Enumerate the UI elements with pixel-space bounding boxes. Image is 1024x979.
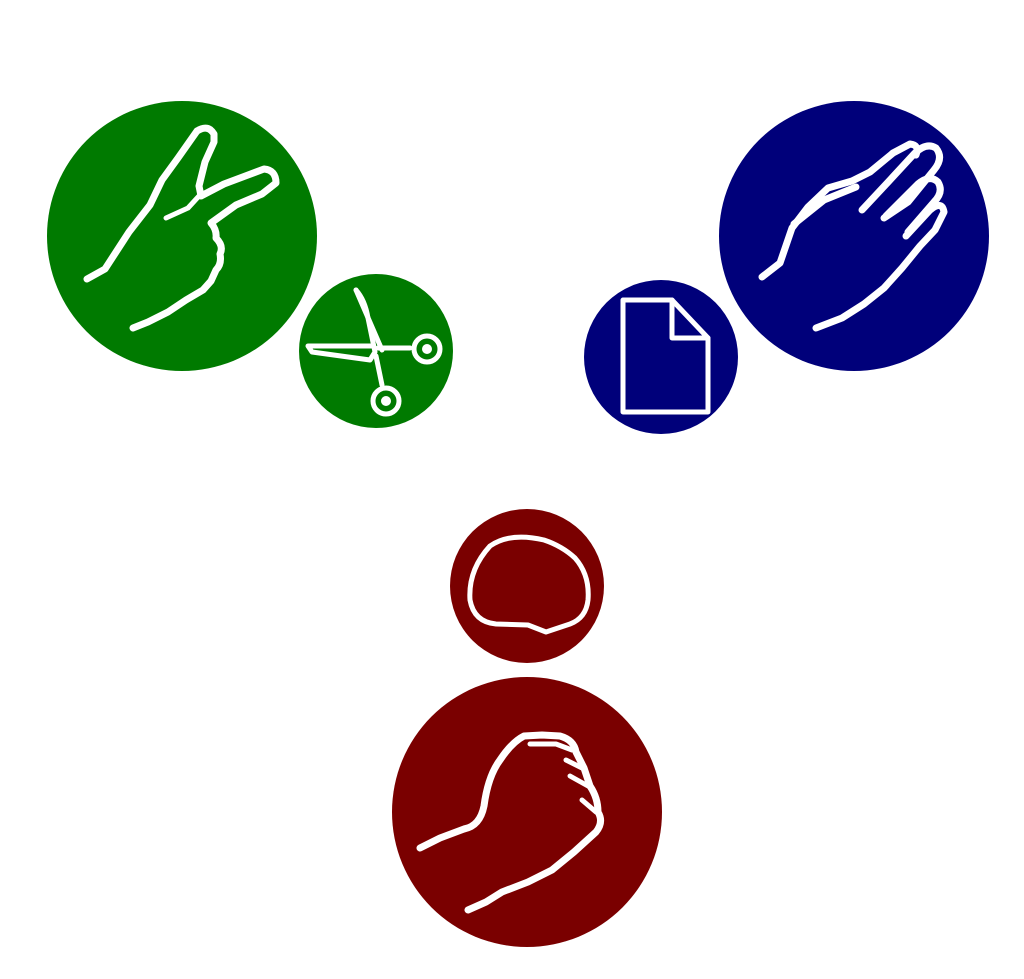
rock-object-circle bbox=[450, 509, 604, 663]
rock-group bbox=[392, 509, 662, 947]
scissors-hand-circle bbox=[47, 101, 317, 371]
open-hand-icon bbox=[758, 140, 948, 332]
paper-group bbox=[584, 101, 989, 434]
document-icon bbox=[620, 297, 711, 415]
fist-hand-icon bbox=[416, 731, 605, 914]
paper-hand-circle bbox=[719, 101, 989, 371]
scissors-icon bbox=[305, 287, 443, 417]
rock-icon bbox=[467, 534, 591, 635]
rock-hand-circle bbox=[392, 677, 662, 947]
peace-hand-icon bbox=[83, 124, 280, 332]
scissors-group bbox=[47, 101, 453, 428]
